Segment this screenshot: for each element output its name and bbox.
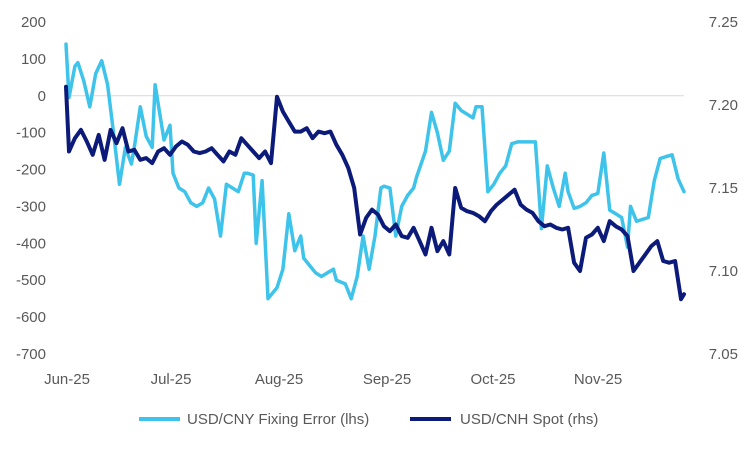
left-tick-label: -500 (16, 272, 46, 289)
legend-label: USD/CNH Spot (rhs) (460, 411, 598, 428)
left-tick-label: -100 (16, 125, 46, 142)
cnh-spot-line (64, 84, 686, 302)
legend-label: USD/CNY Fixing Error (lhs) (187, 411, 369, 428)
x-tick-label: Jul-25 (151, 371, 192, 388)
x-tick-label: Aug-25 (255, 371, 303, 388)
left-tick-label: -600 (16, 309, 46, 326)
x-axis-ticks: Jun-25 Jul-25 Aug-25 Sep-25 Oct-25 Nov-25 (44, 371, 622, 388)
right-tick-label: 7.05 (709, 346, 738, 363)
right-tick-label: 7.20 (709, 97, 738, 114)
left-tick-label: -400 (16, 235, 46, 252)
x-tick-label: Jun-25 (44, 371, 90, 388)
left-tick-label: -300 (16, 198, 46, 215)
left-tick-label: -200 (16, 162, 46, 179)
x-tick-label: Nov-25 (574, 371, 622, 388)
right-axis-ticks: 7.25 7.20 7.15 7.10 7.05 (709, 14, 738, 363)
left-tick-label: 200 (21, 14, 46, 31)
x-tick-label: Sep-25 (363, 371, 411, 388)
legend: USD/CNY Fixing Error (lhs) USD/CNH Spot (… (139, 411, 598, 428)
right-tick-label: 7.10 (709, 263, 738, 280)
plot-series (64, 42, 686, 302)
fixing-error-line (64, 42, 686, 301)
right-tick-label: 7.15 (709, 180, 738, 197)
left-axis-ticks: 200 100 0 -100 -200 -300 -400 -500 -600 -700 (16, 14, 46, 363)
left-tick-label: 100 (21, 51, 46, 68)
left-tick-label: -700 (16, 346, 46, 363)
left-tick-label: 0 (38, 88, 46, 105)
x-tick-label: Oct-25 (470, 371, 515, 388)
right-tick-label: 7.25 (709, 14, 738, 31)
